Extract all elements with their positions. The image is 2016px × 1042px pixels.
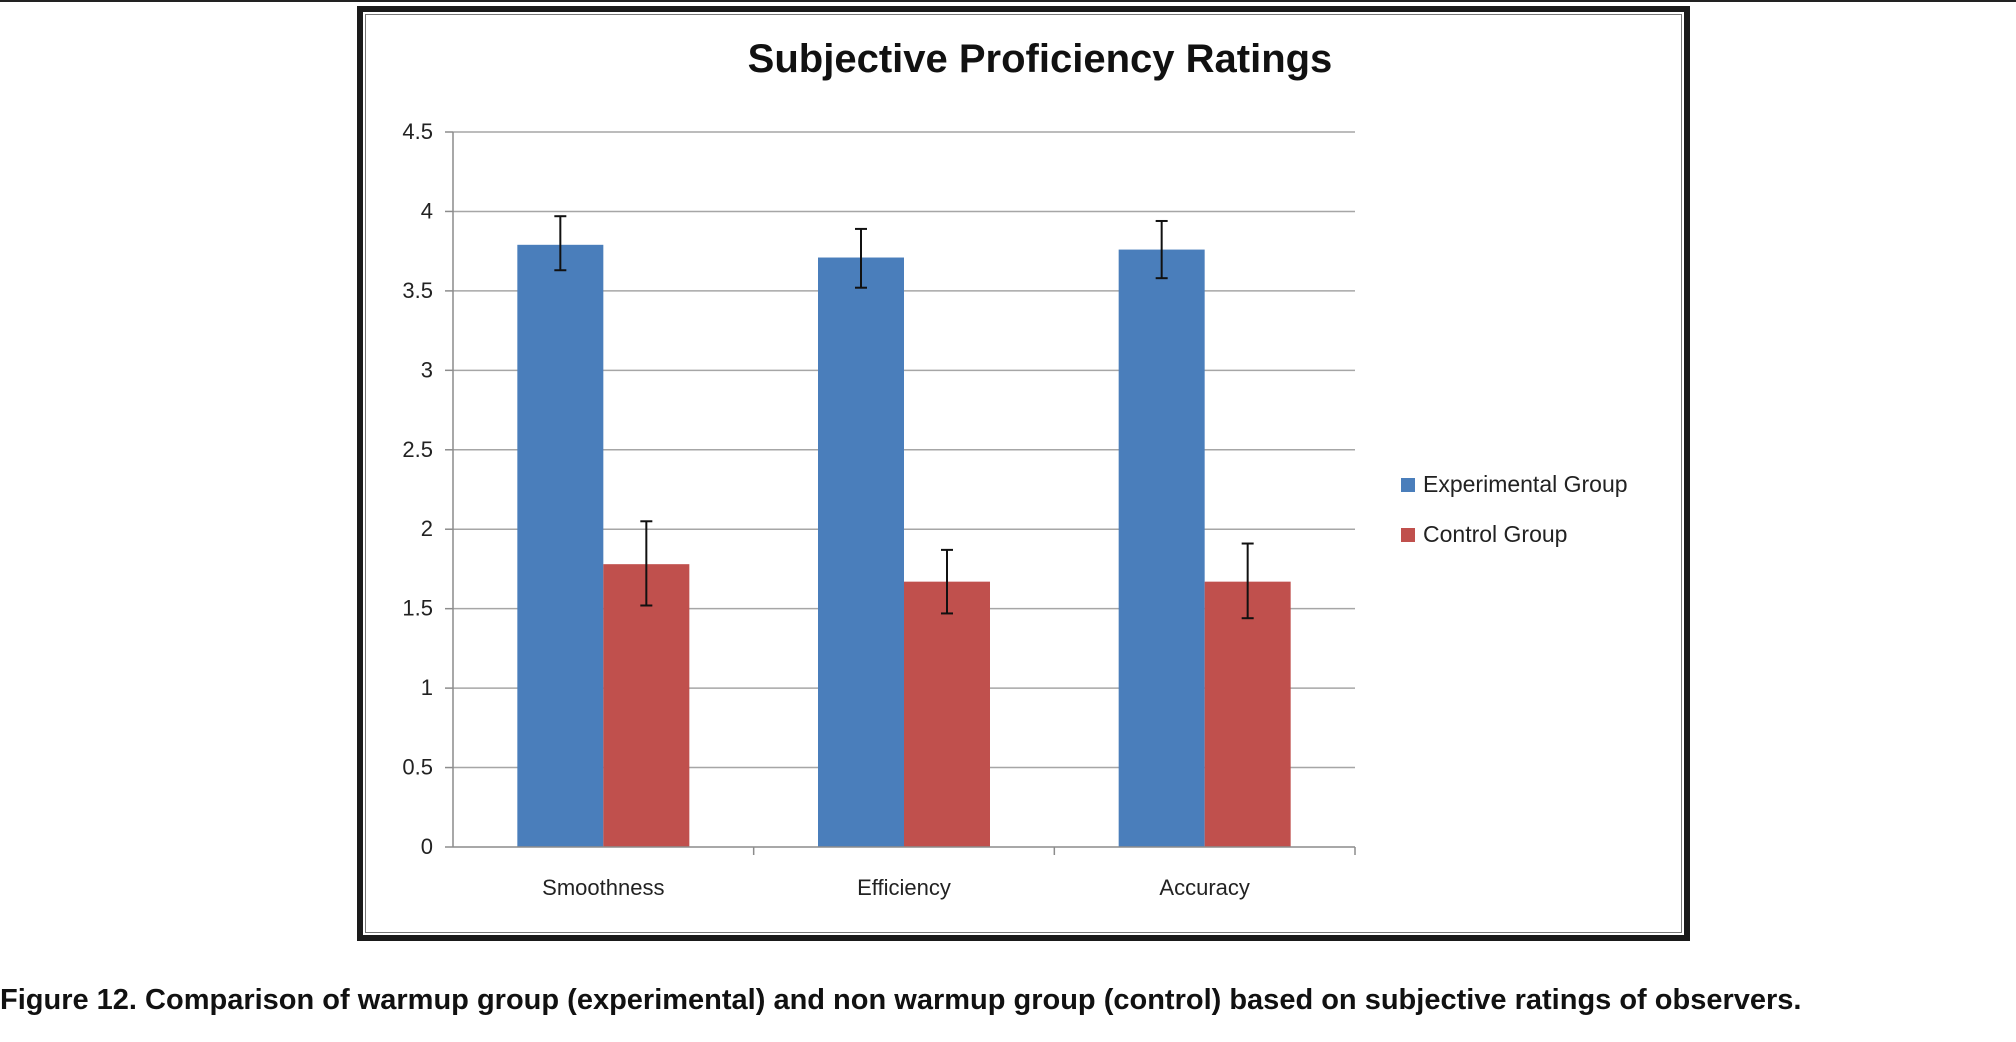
bar-experimental-group-smoothness xyxy=(517,244,604,848)
y-tick-label: 3.5 xyxy=(402,278,433,303)
bar-control-group-efficiency xyxy=(904,581,990,847)
y-tick-label: 4.5 xyxy=(402,119,433,144)
y-tick-label: 1 xyxy=(421,675,433,700)
axes: 0 0.5 1 1.5 2 2.5 3 3.5 4 4.5 Smoothness Efficiency… xyxy=(402,119,1356,900)
error-bars xyxy=(554,215,1254,620)
legend-label: Experimental Group xyxy=(1423,471,1628,497)
x-tick-label: Efficiency xyxy=(857,875,951,900)
legend-swatch xyxy=(1401,528,1415,542)
bar-chart: Subjective Proficiency Ratings 0 0.5 1 1.5 2… xyxy=(402,37,1628,900)
chart-title: Subjective Proficiency Ratings xyxy=(748,37,1333,81)
top-rule xyxy=(0,0,2016,2)
chart-frame: Subjective Proficiency Ratings 0 0.5 1 1.5 2… xyxy=(357,6,1690,941)
bar-experimental-group-efficiency xyxy=(818,257,904,847)
bar-experimental-group-accuracy xyxy=(1118,249,1205,848)
legend-label: Control Group xyxy=(1423,521,1567,547)
bars xyxy=(517,244,1291,848)
figure-caption: Figure 12. Comparison of warmup group (e… xyxy=(0,984,1802,1016)
legend: Experimental Group Control Group xyxy=(1401,471,1628,547)
y-tick-label: 1.5 xyxy=(402,596,433,621)
bar-control-group-accuracy xyxy=(1204,581,1291,847)
y-tick-label: 2 xyxy=(421,516,433,541)
x-tick-label: Accuracy xyxy=(1159,875,1249,900)
legend-swatch xyxy=(1401,478,1415,492)
bar-control-group-smoothness xyxy=(603,564,690,847)
y-tick-label: 0.5 xyxy=(402,755,433,780)
y-tick-label: 3 xyxy=(421,357,433,382)
y-tick-label: 4 xyxy=(421,198,433,223)
y-tick-label: 0 xyxy=(421,834,433,859)
y-tick-label: 2.5 xyxy=(402,437,433,462)
x-tick-label: Smoothness xyxy=(542,875,664,900)
